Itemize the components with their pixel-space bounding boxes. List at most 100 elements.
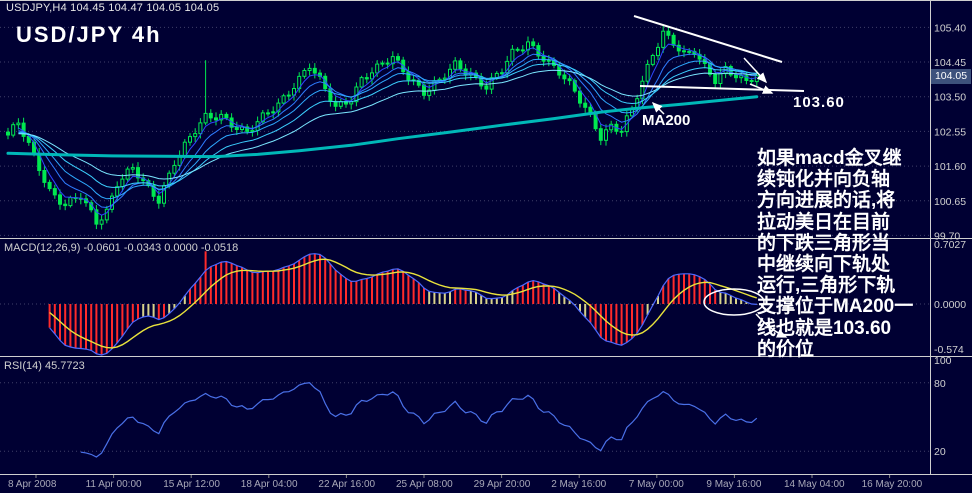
support-trendline xyxy=(639,85,805,92)
candle-body xyxy=(656,46,660,57)
macd-tick-label: -0.574 xyxy=(934,344,964,356)
time-tick-label: 9 May 16:00 xyxy=(706,479,761,490)
price-tick-label: 99.70 xyxy=(934,230,960,242)
ma200-pointer-arrow xyxy=(651,101,665,115)
panel-separators xyxy=(0,0,972,475)
candle-body xyxy=(500,72,504,75)
candle-body xyxy=(276,102,281,113)
candle-body xyxy=(125,168,130,180)
symbol-info-line: USDJPY,H4 104.45 104.47 104.05 104.05 xyxy=(6,2,220,14)
candle-body xyxy=(385,62,390,65)
candle-body xyxy=(99,219,104,225)
time-tick-label: 8 Apr 2008 xyxy=(8,479,57,490)
ema-line xyxy=(18,69,757,180)
candle-body xyxy=(416,79,421,86)
ema-line xyxy=(18,43,757,216)
time-tick-label: 16 May 20:00 xyxy=(862,479,923,490)
candle-body xyxy=(645,63,650,82)
candle-body xyxy=(58,194,62,205)
macd-highlight-ellipse xyxy=(703,288,765,316)
candle-body xyxy=(458,60,463,70)
candle-body xyxy=(203,112,208,124)
candle-body xyxy=(515,48,520,51)
candle-body xyxy=(182,141,187,157)
candle-body xyxy=(359,77,364,88)
candle-body xyxy=(427,89,432,96)
macd-projection-arrow xyxy=(755,313,788,338)
candle-body xyxy=(396,56,400,61)
analysis-note: 如果macd金叉继 续钝化并向负轴 方向进展的话,将 拉动美日在目前 的下跌三角形当 中继… xyxy=(757,148,971,360)
candle-body xyxy=(531,41,536,47)
time-tick-label: 11 Apr 00:00 xyxy=(86,479,142,490)
candle-body xyxy=(130,167,135,170)
macd-signal-line xyxy=(49,258,758,349)
candle-body xyxy=(510,48,515,62)
candle-body xyxy=(198,122,203,135)
candle-body xyxy=(739,75,744,79)
candle-body xyxy=(151,185,156,197)
rsi-tick-label: 80 xyxy=(934,378,946,390)
candle-body xyxy=(234,126,239,130)
candle-body xyxy=(188,136,192,143)
candle-body xyxy=(754,75,759,83)
time-tick-label: 22 Apr 16:00 xyxy=(318,479,375,490)
candle-body xyxy=(380,62,385,65)
candle-body xyxy=(245,126,250,132)
price-tick-label: 104.45 xyxy=(934,57,966,69)
candle-body xyxy=(63,203,68,207)
candle-body xyxy=(120,178,125,188)
time-tick-label: 7 May 00:00 xyxy=(629,479,684,490)
price-tick-label: 105.40 xyxy=(934,22,966,34)
candle-body xyxy=(484,85,489,90)
price-axis: 105.40 104.45 103.50 102.55 101.60 100.65 99.7… xyxy=(934,22,966,458)
candle-body xyxy=(598,128,603,141)
candle-body xyxy=(115,186,120,197)
note-line: 支撑位于MA200一 xyxy=(757,296,914,318)
price-projection-arrow-2 xyxy=(749,83,774,94)
rsi-indicator-label: RSI(14) 45.7723 xyxy=(4,360,85,372)
time-tick-label: 15 Apr 12:00 xyxy=(163,479,220,490)
candle-body xyxy=(541,55,546,62)
candle-body xyxy=(375,63,380,74)
candle-body xyxy=(406,71,411,81)
note-line: 如果macd金叉继 xyxy=(757,148,902,169)
candle-body xyxy=(567,78,572,82)
candle-body xyxy=(562,74,567,80)
macd-tick-label: 0.7027 xyxy=(934,239,966,251)
candle-body xyxy=(136,167,140,179)
candle-body xyxy=(422,84,426,96)
candle-body xyxy=(302,70,307,77)
candle-body xyxy=(453,60,458,70)
macd-lines xyxy=(49,253,758,356)
support-price-label: 103.60 xyxy=(793,94,845,111)
candle-body xyxy=(193,133,198,138)
candle-body xyxy=(271,111,276,114)
note-line: 拉动美日在目前 xyxy=(757,211,891,233)
time-tick-label: 2 May 16:00 xyxy=(551,479,606,490)
candle-body xyxy=(572,80,577,92)
note-line: 运行,三角形下轨 xyxy=(757,275,896,297)
macd-tick-label: 0.0000 xyxy=(934,299,966,311)
candle-body xyxy=(208,112,213,119)
candle-body xyxy=(718,73,723,84)
candle-body xyxy=(604,129,608,141)
chart-title: USD/JPY 4h xyxy=(16,22,162,47)
candle-body xyxy=(219,113,224,121)
time-tick-label: 25 Apr 08:00 xyxy=(396,479,453,490)
ma200-label: MA200 xyxy=(642,112,691,129)
ema-line xyxy=(18,58,757,200)
candle-body xyxy=(172,164,177,174)
candle-body xyxy=(16,122,21,126)
candle-body xyxy=(713,73,718,84)
candle-body xyxy=(281,95,286,104)
candle-body xyxy=(156,195,161,204)
note-line: 的价位 xyxy=(757,338,815,360)
candle-body xyxy=(260,112,265,123)
candle-body xyxy=(671,34,676,46)
candle-body xyxy=(307,67,312,72)
candle-body xyxy=(94,209,99,225)
candle-body xyxy=(583,102,588,108)
candle-body xyxy=(104,208,109,221)
